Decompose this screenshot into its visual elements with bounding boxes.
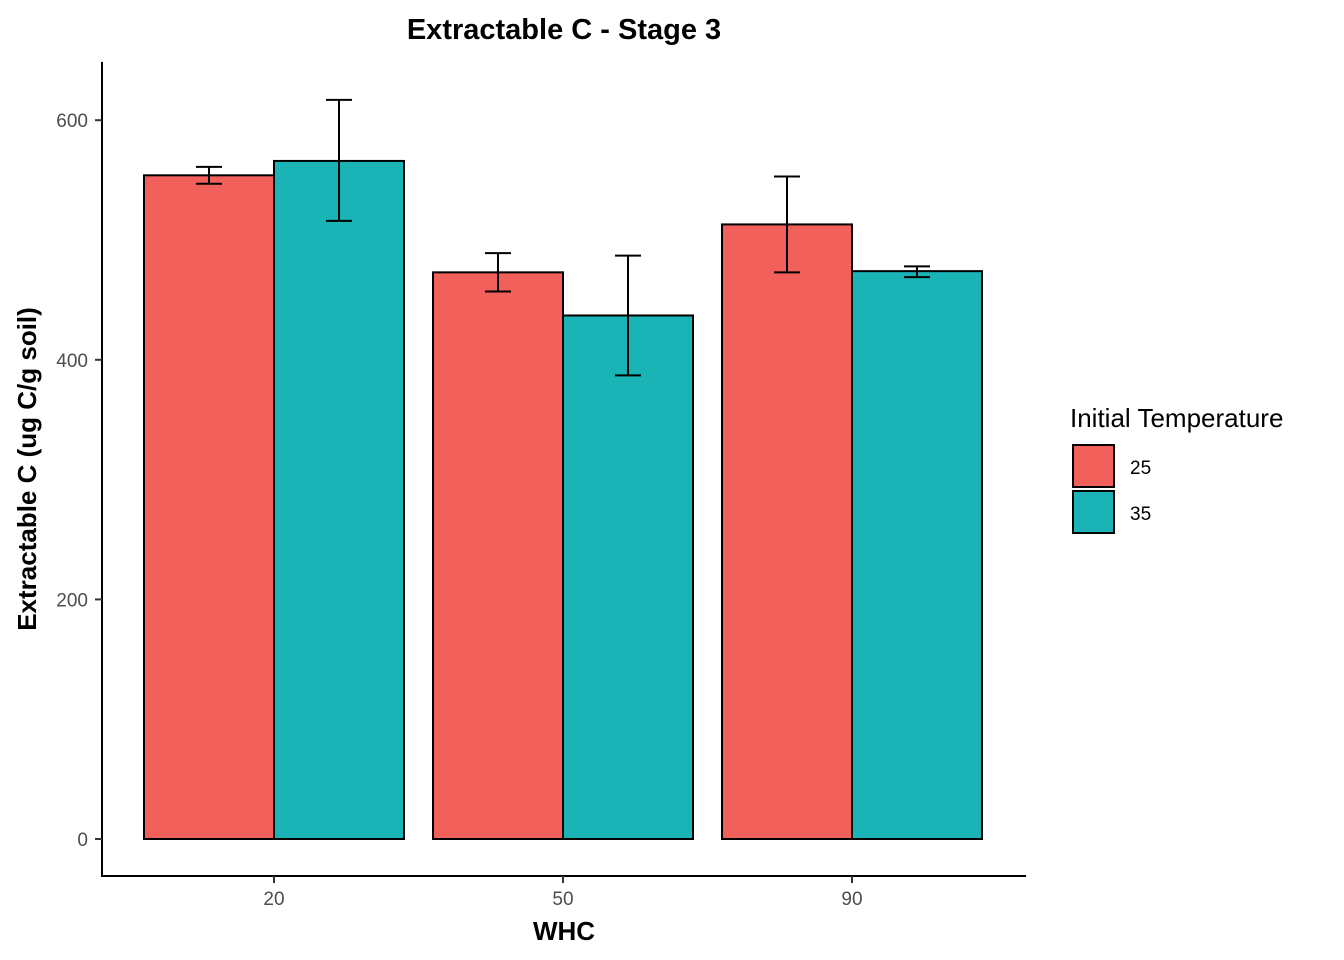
bar-90-35: [851, 270, 983, 840]
x-axis-title: WHC: [533, 916, 595, 946]
error-bars-group: [196, 98, 930, 377]
x-tick-label: 50: [552, 889, 573, 910]
x-tick-label: 20: [263, 889, 284, 910]
bars-group: [143, 159, 983, 841]
error-bar-50-35: [615, 254, 641, 377]
bar-50-25: [432, 271, 564, 840]
y-tick-label: 200: [56, 590, 88, 611]
bar-20-35: [273, 159, 405, 840]
bar-50-35: [562, 314, 694, 840]
legend-key: [1072, 490, 1115, 534]
y-tick-label: 600: [56, 111, 88, 132]
legend-key: [1072, 444, 1115, 488]
x-ticks-group: 20 50 90: [263, 876, 863, 910]
y-tick-label: 0: [77, 830, 88, 851]
legend-title: Initial Temperature: [1070, 403, 1283, 433]
chart-title: Extractable C - Stage 3: [407, 14, 721, 46]
y-tick-label: 400: [56, 351, 88, 372]
error-bar-20-25: [196, 165, 222, 185]
legend-label: 35: [1130, 504, 1151, 525]
legend-label: 25: [1130, 458, 1151, 479]
error-bar-90-25: [774, 175, 800, 274]
x-tick-label: 90: [841, 889, 862, 910]
error-bar-20-35: [326, 98, 352, 222]
error-bar-50-25: [485, 252, 511, 293]
y-axis-title: Extractable C (ug C/g soil): [12, 307, 42, 631]
y-ticks-group: 0 200 400 600: [56, 111, 102, 851]
error-bar-90-35: [904, 265, 930, 279]
legend-item-35: 35: [1072, 490, 1151, 534]
legend: Initial Temperature 25 35: [1070, 403, 1283, 534]
legend-item-25: 25: [1072, 444, 1151, 488]
bar-20-25: [143, 174, 275, 841]
bar-90-25: [721, 223, 853, 840]
